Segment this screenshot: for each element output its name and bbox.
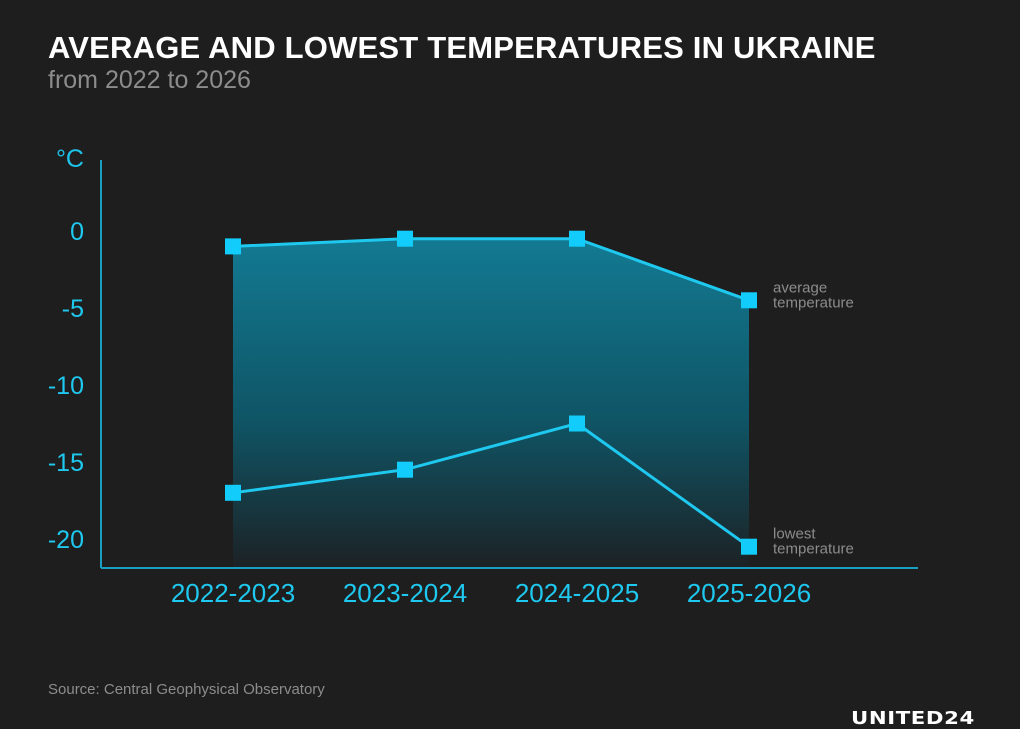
united24-logo: UNITED24	[851, 708, 975, 729]
series-label: average	[773, 279, 827, 296]
x-tick-label: 2022-2023	[171, 578, 295, 608]
source-note: Source: Central Geophysical Observatory	[48, 681, 325, 698]
y-axis-unit-label: °C	[56, 145, 84, 173]
series-label: temperature	[773, 294, 854, 311]
series-line-average	[232, 237, 750, 302]
area-fill	[233, 238, 749, 567]
chart-title: AVERAGE AND LOWEST TEMPERATURES IN UKRAI…	[48, 30, 876, 65]
data-point-marker	[225, 238, 241, 255]
data-point-marker	[569, 415, 585, 432]
data-point-marker	[741, 538, 757, 555]
data-point-marker	[397, 230, 413, 247]
x-tick-label: 2023-2024	[343, 578, 467, 608]
x-tick-label: 2025-2026	[687, 578, 811, 608]
series-label: temperature	[773, 541, 854, 558]
y-tick-label: -10	[48, 372, 84, 400]
x-tick-label: 2024-2025	[515, 578, 639, 608]
data-point-marker	[397, 461, 413, 478]
y-tick-label: -15	[48, 449, 84, 477]
data-point-marker	[569, 230, 585, 247]
data-point-marker	[225, 484, 241, 501]
series-label: lowest	[773, 526, 816, 543]
data-point-marker	[741, 292, 757, 309]
y-tick-label: -20	[48, 526, 84, 554]
series-line-lowest	[232, 421, 750, 548]
chart-subtitle: from 2022 to 2026	[48, 66, 251, 94]
y-tick-label: -5	[62, 295, 84, 323]
y-tick-label: 0	[70, 218, 84, 246]
